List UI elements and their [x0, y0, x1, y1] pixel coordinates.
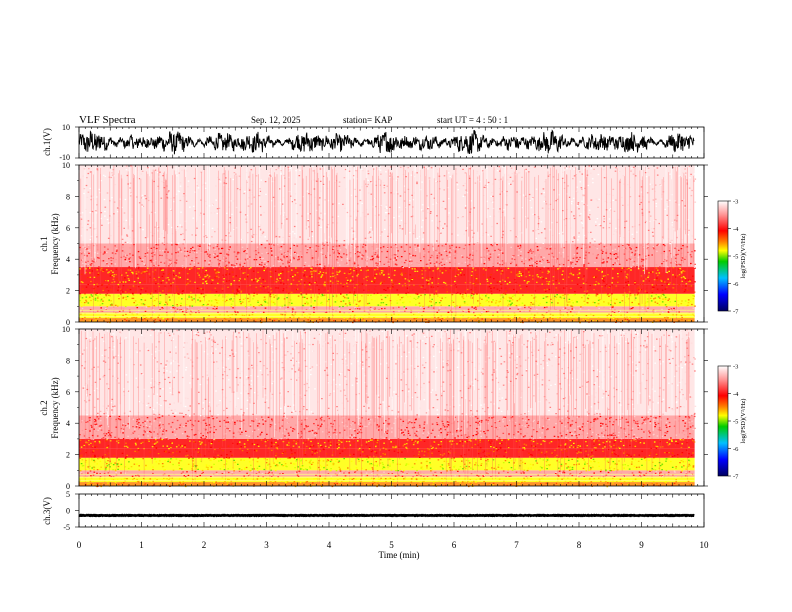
ch1-spectrogram-panel: 0 2 4 6 8 10: [62, 161, 708, 327]
spectrogram-band: [79, 470, 695, 477]
freq-ytick-label: 10: [62, 161, 70, 170]
spectrogram-speckle: [81, 318, 675, 324]
spectrogram-speckle: [79, 243, 696, 269]
freq-ytick-label: 0: [66, 318, 70, 327]
ch2-spectrogram-panel: 0 2 4 6 8 10: [62, 325, 708, 491]
spectrogram-speckle: [99, 312, 689, 320]
ch3-frame: [78, 493, 705, 528]
ch3-ytick-label: -5: [63, 523, 70, 532]
freq-ytick-label: 8: [66, 192, 70, 201]
ch3-waveform-line: [78, 513, 695, 518]
spectrogram-gaps: [84, 165, 690, 275]
freq-ytick-label: 6: [66, 224, 70, 233]
freq-ytick-label: 2: [66, 287, 70, 296]
spectrogram-speckle: [84, 312, 695, 320]
freq-ytick-label: 2: [66, 451, 70, 460]
colorbar-tick-label: -4: [733, 226, 739, 233]
ch1-ytick-label: -10: [59, 153, 70, 162]
ch1-ytick-label: 10: [62, 123, 70, 132]
spectrogram-speckle: [92, 476, 670, 484]
x-axis-label: Time (min): [379, 550, 420, 560]
freq-ytick-label: 8: [66, 356, 70, 365]
colorbar-tick-label: -7: [733, 474, 739, 481]
colorbar-label: log(PSD)(V²/Hz): [740, 234, 747, 279]
time-tick-label: 4: [327, 540, 332, 550]
spectrogram-speckle: [79, 415, 694, 440]
freq-ytick-label: 4: [66, 419, 70, 428]
spectrogram-speckle: [85, 448, 693, 459]
time-tick-label: 9: [639, 540, 644, 550]
spectrogram-band: [79, 448, 695, 458]
spectrogram-band: [79, 306, 695, 313]
time-tick-label: 1: [139, 540, 144, 550]
ch3-ytick-label: 5: [66, 490, 70, 499]
spectrogram-speckle: [80, 267, 686, 286]
colorbar-gradient: [717, 365, 729, 477]
colorbar-tick-label: -3: [733, 364, 738, 371]
time-tick-label: 0: [77, 540, 82, 550]
spectrogram-speckle: [83, 293, 696, 308]
spectrogram-band: [79, 482, 695, 486]
time-tick-label: 3: [264, 540, 269, 550]
spectrogram-speckle: [93, 439, 663, 450]
colorbar-ch2: -3 -4 -5 -6 -7 log(PSD)(V²/Hz): [717, 364, 747, 481]
spectrogram-band: [79, 476, 695, 483]
colorbar-tick-label: -6: [733, 281, 739, 288]
time-tick-label: 2: [202, 540, 207, 550]
colorbar-tick-label: -3: [733, 199, 738, 206]
station-label: station= KAP: [343, 115, 392, 125]
ch3-ylabel: ch.3(V): [42, 497, 52, 525]
spectrogram-speckle: [86, 243, 687, 269]
freq-ytick-label: 0: [66, 482, 70, 491]
ch1-waveform-panel: 10 -10: [59, 123, 705, 162]
time-tick-label: 8: [577, 540, 582, 550]
spectrogram-band: [79, 438, 695, 449]
spectrogram-band: [79, 312, 695, 319]
spectrogram-speckle: [80, 293, 692, 307]
spectrogram-speckle: [81, 329, 696, 417]
ch2-channel-label: ch.2: [39, 400, 49, 415]
time-tick-label: 6: [452, 540, 457, 550]
spectrogram-speckle: [81, 284, 696, 295]
time-tick-label: 7: [514, 540, 519, 550]
ch1-ylabel: ch.1(V): [42, 128, 52, 156]
freq-ytick-label: 6: [66, 388, 70, 397]
colorbar-tick-label: -7: [733, 309, 739, 316]
colorbar-tick-label: -5: [733, 419, 738, 426]
spectrogram-band: [79, 267, 695, 285]
freq-ytick-label: 10: [62, 325, 70, 334]
freq-ytick-label: 4: [66, 255, 70, 264]
spectrogram-gaps: [87, 329, 682, 439]
date-label: Sep. 12, 2025: [251, 115, 301, 125]
colorbar-gradient: [717, 200, 729, 312]
ch3-waveform-panel: -5 0 5 0 1 2 3 4 5 6 7 8 9 10: [63, 490, 709, 550]
spectrogram-band: [79, 329, 695, 416]
spectrogram-speckle: [79, 284, 687, 295]
ch1-waveform-line: [78, 129, 695, 155]
ch3-ytick-label: 0: [66, 507, 70, 516]
spectrogram-band: [79, 165, 695, 244]
colorbar-tick-label: -5: [733, 254, 738, 261]
spectrogram-speckle: [81, 293, 677, 308]
colorbar-ch1: -3 -4 -5 -6 -7 log(PSD)(V²/Hz): [717, 199, 747, 316]
colorbar-label: log(PSD)(V²/Hz): [740, 399, 747, 444]
time-tick-label: 10: [700, 540, 710, 550]
spectrogram-speckle: [79, 476, 690, 484]
colorbar-tick-label: -6: [733, 446, 739, 453]
spectrogram-speckle: [80, 165, 697, 245]
start-time-label: start UT = 4 : 50 : 1: [437, 115, 508, 125]
ch1-channel-label: ch.1: [39, 236, 49, 251]
ch2-freq-label: Frequency (kHz): [50, 377, 60, 438]
ch1-freq-label: Frequency (kHz): [50, 213, 60, 274]
time-tick-label: 5: [389, 540, 394, 550]
figure-title: VLF Spectra: [79, 114, 136, 126]
spectrogram-band: [79, 318, 695, 322]
spectrogram-band: [79, 284, 695, 294]
colorbar-tick-label: -4: [733, 391, 739, 398]
